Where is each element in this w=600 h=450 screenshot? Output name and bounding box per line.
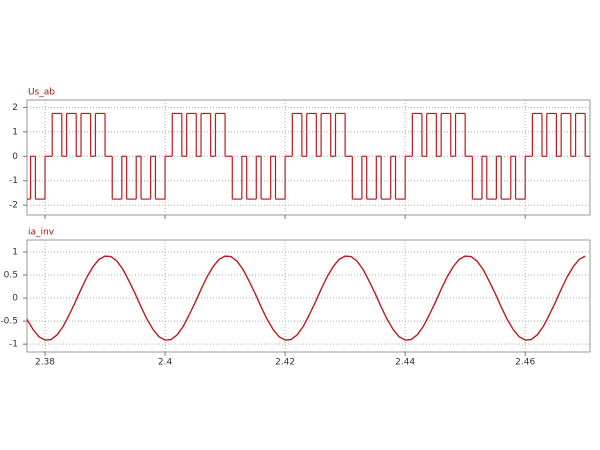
x-tick-label: 2.42 [275,358,295,368]
y-tick-label: 0.5 [4,271,18,281]
y-tick-label: 0 [12,152,18,162]
plot-frame [26,99,591,216]
panel-title: ia_inv [28,228,55,238]
trace [27,112,591,200]
y-tick-label: 2 [12,103,18,113]
x-tick-label: 2.44 [395,358,415,368]
trace [26,255,586,341]
panel-title: Us_ab [28,88,55,98]
x-tick-label: 2.4 [158,358,173,368]
x-tick-label: 2.46 [515,358,535,368]
y-tick-label: -1 [9,340,18,350]
y-tick-label: -0.5 [0,317,18,327]
y-tick-label: 1 [12,247,18,257]
x-tick-label: 2.38 [35,358,55,368]
waveform [26,255,586,341]
y-tick-label: -1 [9,176,18,186]
y-tick-label: -2 [9,201,18,211]
y-tick-label: 0 [12,294,18,304]
y-tick-label: 1 [12,127,18,137]
